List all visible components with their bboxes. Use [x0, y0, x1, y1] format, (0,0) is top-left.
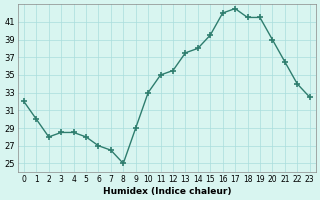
X-axis label: Humidex (Indice chaleur): Humidex (Indice chaleur) [102, 187, 231, 196]
